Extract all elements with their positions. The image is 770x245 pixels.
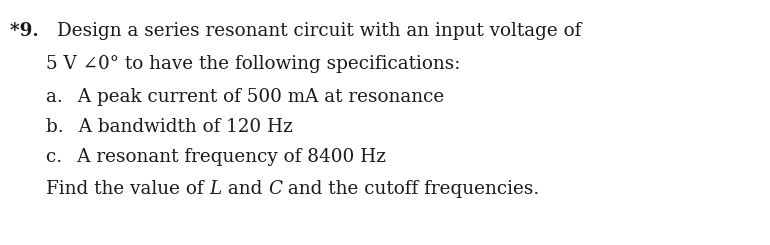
- Text: and: and: [222, 180, 268, 198]
- Text: a.  A peak current of 500 mA at resonance: a. A peak current of 500 mA at resonance: [46, 88, 444, 106]
- Text: 5 V ∠0° to have the following specifications:: 5 V ∠0° to have the following specificat…: [46, 55, 460, 73]
- Text: c.  A resonant frequency of 8400 Hz: c. A resonant frequency of 8400 Hz: [46, 148, 386, 166]
- Text: and the cutoff frequencies.: and the cutoff frequencies.: [282, 180, 539, 198]
- Text: *9.: *9.: [10, 22, 57, 40]
- Text: Design a series resonant circuit with an input voltage of: Design a series resonant circuit with an…: [57, 22, 581, 40]
- Text: C: C: [268, 180, 282, 198]
- Text: L: L: [209, 180, 222, 198]
- Text: Find the value of: Find the value of: [46, 180, 209, 198]
- Text: b.  A bandwidth of 120 Hz: b. A bandwidth of 120 Hz: [46, 118, 293, 136]
